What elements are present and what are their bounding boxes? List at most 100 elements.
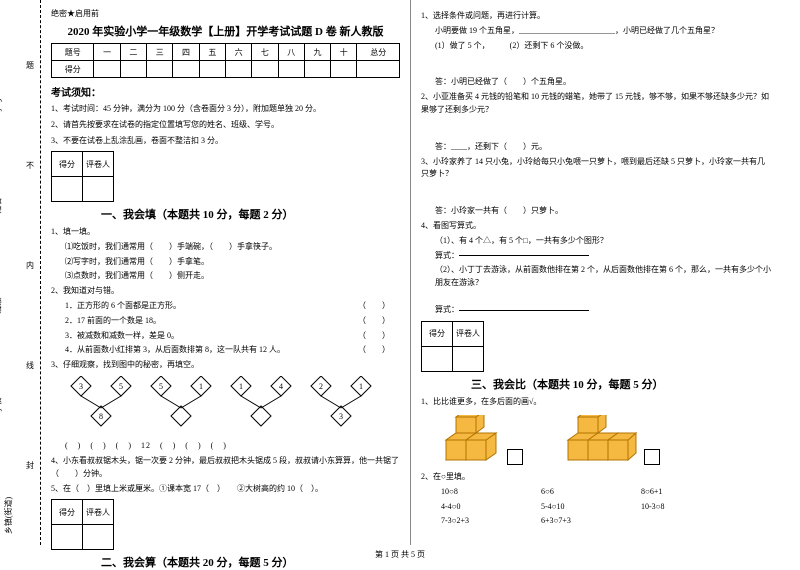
check-box-left[interactable] bbox=[507, 449, 523, 465]
op: 10-3○8 bbox=[641, 500, 711, 514]
q2-d-text: 4．从前面数小红排第 3，从后面数排第 8，这一队共有 12 人。 bbox=[65, 345, 285, 354]
svg-text:3: 3 bbox=[339, 412, 343, 421]
th: 九 bbox=[304, 44, 330, 61]
th: 六 bbox=[225, 44, 251, 61]
operations-grid: 10○8 6○6 8○6+1 4-4○0 5-4○10 10-3○8 7-3○2… bbox=[441, 485, 771, 528]
notice-title: 考试须知： bbox=[51, 84, 400, 99]
rq3-ans: 答：小玲家一共有（ ）只萝卜。 bbox=[435, 205, 771, 218]
th: 总分 bbox=[357, 44, 400, 61]
q2-d: 4．从前面数小红排第 3，从后面数排第 8，这一队共有 12 人。（ ） bbox=[65, 344, 400, 357]
rq4-a: （1）、有 4 个△，有 5 个□，一共有多少个图形？ bbox=[435, 235, 771, 248]
th: 三 bbox=[147, 44, 173, 61]
margin-class: 班级 bbox=[0, 298, 4, 314]
rq4-calc2: 算式： bbox=[435, 304, 771, 317]
op: 4-4○0 bbox=[441, 500, 511, 514]
rq2-ans: 答：____，还剩下（ ）元。 bbox=[435, 141, 771, 154]
q4: 4、小东看叔叔锯木头，锯一次要 2 分钟，最后叔叔把木头锯成 5 段，叔叔请小东… bbox=[51, 455, 400, 481]
notice-1: 1、考试时间：45 分钟，满分为 100 分（含卷面分 3 分），附加题单独 2… bbox=[51, 103, 400, 115]
svg-text:8: 8 bbox=[99, 412, 103, 421]
th: 二 bbox=[120, 44, 146, 61]
diamond-known: 12 bbox=[141, 441, 151, 450]
right-page: 1、选择条件或问题，再进行计算。 小明要做 19 个五角星，__________… bbox=[411, 0, 781, 545]
scorebox-score: 得分 bbox=[52, 500, 83, 525]
op: 5-4○10 bbox=[541, 500, 611, 514]
svg-text:5: 5 bbox=[119, 382, 123, 391]
svg-text:1: 1 bbox=[239, 382, 243, 391]
margin-id: 学号 bbox=[0, 98, 4, 114]
th: 七 bbox=[252, 44, 278, 61]
rq3: 3、小玲家养了 14 只小兔，小玲给每只小兔喂一只萝卜，喂到最后还缺 5 只萝卜… bbox=[421, 156, 771, 182]
rq1-stem: 1、选择条件或问题，再进行计算。 bbox=[421, 10, 771, 23]
margin-name: 姓名 bbox=[0, 198, 4, 214]
svg-text:4: 4 bbox=[279, 382, 283, 391]
notice-3: 3、不要在试卷上乱涂乱画，卷面不整洁扣 3 分。 bbox=[51, 135, 400, 147]
cube-comparison bbox=[441, 415, 771, 465]
rq1-opt1-text: (1）做了 5 个， bbox=[435, 41, 486, 50]
op: 8○6+1 bbox=[641, 485, 711, 499]
q2-stem: 2、我知道对与错。 bbox=[51, 285, 400, 298]
left-page: 绝密★启用前 2020 年实验小学一年级数学【上册】开学考试试题 D 卷 新人教… bbox=[41, 0, 411, 545]
secret-label: 绝密★启用前 bbox=[51, 8, 400, 19]
q1-stem: 1、填一填。 bbox=[51, 226, 400, 239]
q2-a: 1．正方形的 6 个面都是正方形。（ ） bbox=[65, 300, 400, 313]
th: 十 bbox=[331, 44, 357, 61]
diamond-diagram: 3 5 5 1 1 4 2 1 bbox=[51, 376, 400, 451]
op: 10○8 bbox=[441, 485, 511, 499]
svg-text:3: 3 bbox=[79, 382, 83, 391]
rq4-b: （2）、小丁丁去游泳，从前面数他排在第 2 个，从后面数他排在第 6 个，那么，… bbox=[435, 264, 771, 290]
exam-title: 2020 年实验小学一年级数学【上册】开学考试试题 D 卷 新人教版 bbox=[51, 23, 400, 39]
score-box-3: 得分评卷人 bbox=[421, 321, 484, 372]
q1-a: ⑴吃饭时，我们通常用（ ）手端碗，（ ）手拿筷子。 bbox=[65, 241, 400, 254]
svg-text:2: 2 bbox=[319, 382, 323, 391]
q5: 5、在（ ）里填上米或厘米。①课本宽 17（ ） ②大树高的约 10（ ）。 bbox=[51, 483, 400, 496]
svg-text:5: 5 bbox=[159, 382, 163, 391]
compare-q: 1、比比谁更多，在多后面的画√。 bbox=[421, 396, 771, 409]
diamond-blanks: ( ) ( ) ( ) 12 ( ) ( ) ( ) bbox=[65, 440, 400, 451]
scorebox-marker: 评卷人 bbox=[453, 321, 484, 346]
q1-b: ⑵写字时，我们通常用（ ）手拿笔。 bbox=[65, 256, 400, 269]
score-table: 题号 一 二 三 四 五 六 七 八 九 十 总分 得分 bbox=[51, 43, 400, 78]
scorebox-score: 得分 bbox=[52, 152, 83, 177]
seal-char-5: 题 bbox=[26, 60, 34, 71]
margin-township: 乡镇(街道) bbox=[3, 497, 14, 534]
binding-margin: 乡镇(街道) 学校 班级 姓名 学号 封 线 内 不 题 bbox=[0, 0, 41, 545]
scorebox-marker: 评卷人 bbox=[83, 152, 114, 177]
op: 7-3○2+3 bbox=[441, 514, 511, 528]
rq4-calc: 算式： bbox=[435, 250, 771, 263]
rq4-stem: 4、看图写算式。 bbox=[421, 220, 771, 233]
q2-c: 3．被减数和减数一样，差是 0。（ ） bbox=[65, 330, 400, 343]
check-box-right[interactable] bbox=[644, 449, 660, 465]
cubes-right-icon bbox=[563, 415, 638, 465]
rq1-opt2-text: (2）还剩下 6 个没做。 bbox=[510, 41, 589, 50]
rq2: 2、小亚准备买 4 元钱的铅笔和 10 元钱的蜡笔，她带了 15 元钱，够不够，… bbox=[421, 91, 771, 117]
q2-c-text: 3．被减数和减数一样，差是 0。 bbox=[65, 331, 179, 340]
svg-text:1: 1 bbox=[199, 382, 203, 391]
seal-char-4: 不 bbox=[26, 160, 34, 171]
section-3-title: 三、我会比（本题共 10 分，每题 5 分） bbox=[471, 376, 771, 392]
scorebox-score: 得分 bbox=[422, 321, 453, 346]
rq1-ans: 答：小明已经做了（ ）个五角星。 bbox=[435, 76, 771, 89]
td: 得分 bbox=[52, 61, 94, 78]
th: 题号 bbox=[52, 44, 94, 61]
th: 八 bbox=[278, 44, 304, 61]
svg-text:1: 1 bbox=[359, 382, 363, 391]
q1-c: ⑶点数时，我们通常用（ ）侧开走。 bbox=[65, 270, 400, 283]
q2-b: 2．17 前面的一个数是 18。（ ） bbox=[65, 315, 400, 328]
rq1-line1: 小明要做 19 个五角星，________________________，小明… bbox=[435, 25, 771, 38]
score-box: 得分评卷人 bbox=[51, 151, 114, 202]
score-box-2: 得分评卷人 bbox=[51, 499, 114, 550]
cube-group-right bbox=[563, 415, 660, 465]
margin-school: 学校 bbox=[0, 398, 4, 414]
q2-a-text: 1．正方形的 6 个面都是正方形。 bbox=[65, 301, 181, 310]
calc-label-2: 算式： bbox=[435, 305, 459, 314]
seal-char-2: 线 bbox=[26, 360, 34, 371]
op: 6○6 bbox=[541, 485, 611, 499]
th: 五 bbox=[199, 44, 225, 61]
circle-q: 2、在○里填。 bbox=[421, 471, 771, 484]
th: 四 bbox=[173, 44, 199, 61]
q2-b-text: 2．17 前面的一个数是 18。 bbox=[65, 316, 161, 325]
cubes-left-icon bbox=[441, 415, 501, 465]
section-2-title: 二、我会算（本题共 20 分，每题 5 分） bbox=[101, 554, 400, 570]
calc-label: 算式： bbox=[435, 251, 459, 260]
op: 6+3○7+3 bbox=[541, 514, 611, 528]
